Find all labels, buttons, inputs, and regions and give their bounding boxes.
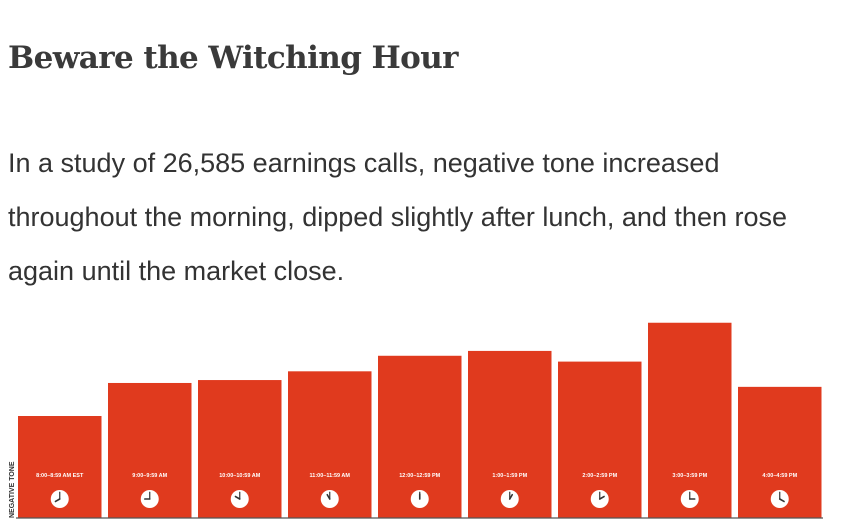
bar-group: 3:00–3:59 PM bbox=[648, 322, 732, 518]
clock-icon bbox=[230, 490, 249, 508]
bar-category-label: 1:00–1:59 PM bbox=[492, 473, 527, 479]
bars-layer: 8:00–8:59 AM EST 9:00–9:59 AM 10:00–10:59 … bbox=[18, 322, 822, 518]
bar-group: 9:00–9:59 AM bbox=[108, 382, 192, 518]
clock-icon bbox=[50, 490, 69, 508]
y-axis-label: NEGATIVE TONE bbox=[9, 461, 16, 518]
clock-icon bbox=[320, 490, 339, 508]
bar bbox=[648, 322, 732, 518]
bar-group: 1:00–1:59 PM bbox=[468, 350, 552, 518]
bar-group: 10:00–10:59 AM bbox=[198, 380, 282, 518]
bar-category-label: 4:00–4:59 PM bbox=[762, 473, 797, 479]
bar-group: 4:00–4:59 PM bbox=[738, 386, 822, 518]
clock-icon bbox=[680, 490, 699, 508]
bar-category-label: 9:00–9:59 AM bbox=[132, 473, 167, 479]
page-title: Beware the Witching Hour bbox=[8, 40, 459, 76]
clock-icon bbox=[590, 490, 609, 508]
bar-category-label: 12:00–12:59 PM bbox=[399, 473, 440, 479]
bar-group: 8:00–8:59 AM EST bbox=[18, 416, 102, 518]
clock-icon bbox=[500, 490, 519, 508]
clock-icon bbox=[410, 490, 429, 508]
clock-icon bbox=[770, 490, 789, 508]
bar-category-label: 11:00–11:59 AM bbox=[310, 473, 351, 479]
bar-category-label: 2:00–2:59 PM bbox=[582, 473, 617, 479]
bar-group: 11:00–11:59 AM bbox=[288, 371, 372, 518]
chart-subtitle: In a study of 26,585 earnings calls, neg… bbox=[8, 148, 788, 286]
bar-category-label: 8:00–8:59 AM EST bbox=[36, 473, 84, 479]
y-axis-title: NEGATIVE TONE bbox=[9, 461, 16, 518]
bar-group: 2:00–2:59 PM bbox=[558, 361, 642, 518]
bar-category-label: 10:00–10:59 AM bbox=[219, 473, 260, 479]
bar-chart: NEGATIVE TONE 8:00–8:59 AM EST 9:00–9:59 … bbox=[9, 322, 823, 519]
bar-group: 12:00–12:59 PM bbox=[378, 355, 462, 518]
clock-icon bbox=[140, 490, 159, 508]
bar-category-label: 3:00–3:59 PM bbox=[672, 473, 707, 479]
